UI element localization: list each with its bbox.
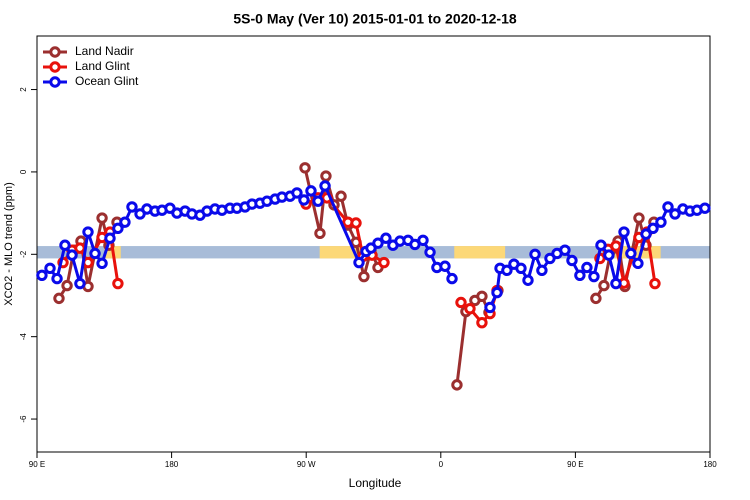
plot-frame: [36, 35, 711, 453]
x-tick-label: 90 W: [297, 460, 316, 469]
y-tick-label: -2: [19, 250, 28, 258]
land-band: [454, 246, 506, 259]
point: [603, 249, 615, 261]
point: [417, 234, 429, 246]
point: [662, 201, 674, 213]
x-tick-label: 90 E: [567, 460, 583, 469]
point: [598, 279, 610, 292]
point: [699, 202, 711, 214]
point: [82, 226, 94, 238]
point: [610, 277, 622, 290]
point: [380, 232, 392, 244]
point: [320, 170, 332, 182]
legend-label: Land Glint: [75, 59, 130, 73]
point: [66, 249, 78, 261]
x-tick-label: 90 E: [29, 460, 45, 469]
point: [350, 217, 362, 229]
y-tick-label: 2: [19, 87, 28, 92]
legend-marker: [49, 76, 61, 88]
point: [74, 277, 86, 290]
point: [610, 240, 622, 252]
point: [446, 272, 458, 285]
point: [298, 194, 310, 206]
point: [89, 247, 101, 260]
point: [625, 247, 637, 260]
point: [522, 274, 534, 286]
legend-label: Land Nadir: [75, 44, 134, 58]
point: [529, 248, 541, 260]
point: [633, 212, 645, 224]
point: [74, 242, 86, 254]
point: [305, 185, 317, 197]
point: [104, 232, 116, 244]
point: [53, 292, 65, 305]
point: [647, 222, 659, 235]
point: [112, 277, 124, 290]
legend-marker: [49, 46, 61, 58]
legend-marker: [49, 61, 61, 73]
point: [618, 226, 630, 238]
point: [590, 292, 602, 305]
point: [515, 262, 527, 275]
point: [632, 257, 644, 270]
point: [640, 228, 652, 240]
point: [353, 256, 365, 269]
series-line: [57, 167, 656, 386]
point: [44, 262, 56, 275]
point: [484, 301, 496, 314]
point: [595, 239, 607, 251]
y-tick-label: -4: [19, 333, 28, 341]
point: [119, 216, 131, 228]
point: [112, 222, 124, 235]
point: [36, 269, 48, 282]
point: [126, 201, 138, 213]
point: [358, 270, 370, 283]
point: [559, 244, 571, 256]
point: [319, 180, 331, 192]
point: [566, 254, 578, 267]
point: [291, 187, 303, 199]
point: [96, 257, 108, 270]
chart-title: 5S-0 May (Ver 10) 2015-01-01 to 2020-12-…: [233, 11, 516, 27]
point: [455, 296, 467, 309]
point: [312, 195, 324, 207]
x-tick-label: 180: [165, 460, 179, 469]
point: [314, 227, 326, 239]
point: [51, 272, 63, 285]
point: [476, 290, 488, 303]
point: [372, 237, 384, 249]
point: [61, 279, 73, 292]
point: [501, 264, 513, 277]
point: [655, 216, 667, 228]
point: [335, 190, 347, 202]
point: [491, 286, 503, 299]
point: [424, 246, 436, 258]
point: [378, 256, 390, 269]
point: [59, 239, 71, 251]
x-tick-label: 0: [439, 460, 444, 469]
point: [476, 316, 488, 329]
x-axis-label: Longitude: [349, 476, 402, 490]
point: [581, 261, 593, 274]
point: [439, 260, 451, 272]
y-axis-label: XCO2 - MLO trend (ppm): [3, 182, 15, 305]
point: [574, 269, 586, 282]
point: [96, 212, 108, 224]
point: [299, 162, 311, 174]
y-tick-label: -6: [19, 415, 28, 423]
point: [536, 264, 548, 277]
legend-label: Ocean Glint: [75, 74, 139, 88]
point: [669, 208, 681, 220]
x-tick-label: 180: [703, 460, 717, 469]
point: [464, 302, 476, 315]
point: [588, 270, 600, 283]
y-tick-label: 0: [19, 169, 28, 174]
point: [451, 379, 463, 391]
point: [649, 277, 661, 290]
